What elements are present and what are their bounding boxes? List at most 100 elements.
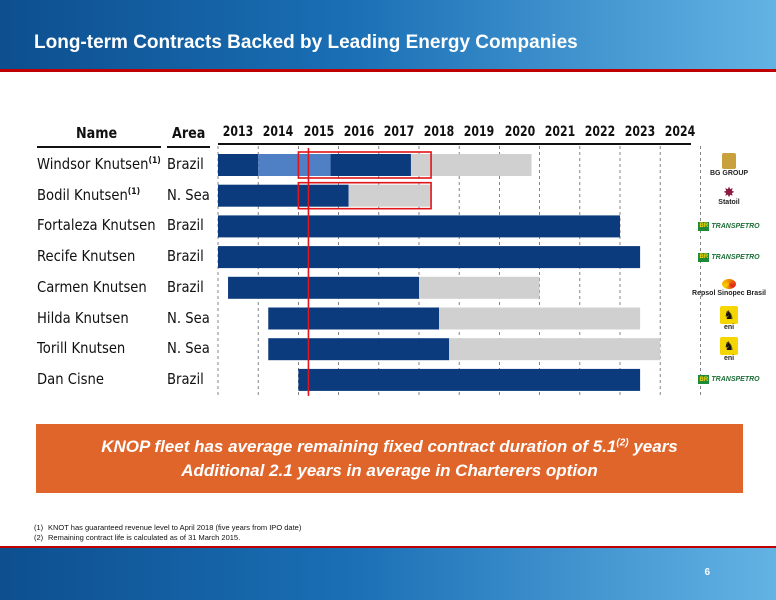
fixed-contract-bar [218,215,620,238]
vessel-area: N. Sea [167,308,210,327]
name-column-header: Name [76,124,118,142]
fixed-contract-bar [228,276,419,299]
charterer-name: TRANSPETRO [711,253,760,261]
eni-logo: ♞ eni [696,334,762,364]
bg-emblem-icon [722,153,736,169]
vessel-name: Carmen Knutsen [37,278,147,296]
fixed-contract-bar [298,368,641,391]
transpetro-logo: BR TRANSPETRO [696,365,762,395]
repsol-sinopec-logo: Repsol Sinopec Brasil [692,273,766,303]
callout-line-2: Additional 2.1 years in average in Chart… [181,460,598,480]
vessel-name-text: Windsor Knutsen [37,155,149,173]
vessel-name: Recife Knutsen [37,247,135,265]
option-period-bar [439,307,641,330]
year-label: 2024 [665,124,696,140]
vessel-name-text: Hilda Knutsen [37,308,129,327]
year-label: 2014 [263,124,294,140]
year-label: 2020 [504,124,535,140]
fixed-contract-bar [330,154,411,176]
page-title: Long-term Contracts Backed by Leading En… [34,32,578,53]
br-flag-icon: BR [698,252,710,262]
charterer-name: TRANSPETRO [711,376,760,384]
vessel-name-text: Recife Knutsen [37,247,136,266]
transpetro-mark: BR TRANSPETRO [698,252,760,262]
option-period-bar [410,154,532,176]
charterer-name: TRANSPETRO [711,222,760,230]
year-label: 2015 [303,124,334,140]
fixed-contract-bar [258,154,331,176]
br-flag-icon: BR [698,375,710,385]
year-label: 2022 [584,124,616,140]
footer-divider [0,546,776,548]
footnote-2: (2) Remaining contract life is calculated… [34,533,240,542]
eni-logo: ♞ eni [696,304,762,334]
repsol-flame-icon [722,278,736,289]
option-period-bar [449,338,661,361]
vessel-name-text: Bodil Knutsen [37,185,128,204]
transpetro-mark: BR TRANSPETRO [698,221,760,231]
name-header-rule [37,146,161,148]
header-banner: Long-term Contracts Backed by Leading En… [0,0,776,72]
year-label: 2018 [423,124,455,140]
area-column-header: Area [172,124,206,142]
br-flag-icon: BR [698,221,710,231]
vessel-area: Brazil [167,216,204,235]
vessel-name: Hilda Knutsen [37,309,129,327]
fixed-contract-bar [218,184,349,207]
revenue-guarantee-box [297,151,432,179]
callout-line-1-text: KNOP fleet has average remaining fixed c… [101,436,617,456]
option-period-bar [348,184,432,207]
year-label: 2016 [343,124,374,140]
charterer-name: Repsol Sinopec Brasil [692,289,766,297]
footer-banner [0,548,776,600]
fleet-summary-callout: KNOP fleet has average remaining fixed c… [36,424,743,493]
vessel-name: Windsor Knutsen(1) [37,155,161,173]
vessel-name-text: Torill Knutsen [37,339,126,358]
year-label: 2017 [383,124,415,140]
vessel-area: N. Sea [167,339,210,358]
area-header-rule [167,146,210,148]
callout-footnote-ref: (2) [616,436,629,448]
header-divider [0,69,776,72]
vessel-area: Brazil [167,369,204,388]
vessel-name: Bodil Knutsen(1) [37,186,140,204]
footnote-2-number: (2) [34,533,44,542]
vessel-name: Fortaleza Knutsen [37,216,156,234]
charterer-name: eni [723,354,735,362]
fixed-contract-bar [268,307,440,330]
charterer-name: eni [723,324,735,331]
transpetro-logo: BR TRANSPETRO [696,242,762,272]
option-period-bar [419,276,540,299]
callout-line-1-tail: years [628,436,678,456]
footnote-1: (1) KNOT has guaranteed revenue level to … [34,523,301,532]
footnote-2-text: Remaining contract life is calculated as… [48,533,241,542]
fixed-contract-bar [218,246,641,269]
revenue-guarantee-box [297,181,432,210]
transpetro-mark: BR TRANSPETRO [698,375,760,385]
vessel-area: N. Sea [167,185,210,204]
vessel-area: Brazil [167,247,204,266]
vessel-area: Brazil [167,277,204,296]
callout-line-1: KNOP fleet has average remaining fixed c… [36,437,743,457]
footnote-1-text: KNOT has guaranteed revenue level to Apr… [48,523,302,532]
page-number: 6 [704,567,710,578]
vessel-footnote-ref: (1) [148,155,161,166]
charterer-name: BG GROUP [709,170,749,177]
statoil-logo: ✸ Statoil [696,181,762,211]
year-label: 2023 [624,124,656,140]
vessel-name: Torill Knutsen [37,339,125,357]
charterer-name: Statoil [718,199,740,207]
vessel-name-text: Fortaleza Knutsen [37,216,156,235]
eni-dog-icon: ♞ [720,306,738,324]
fixed-contract-bar [218,154,259,176]
vessel-name: Dan Cisne [37,370,104,388]
year-label: 2019 [464,124,495,140]
vessel-footnote-ref: (1) [127,186,141,197]
fixed-contract-bar [268,338,450,361]
eni-dog-icon: ♞ [720,336,738,355]
year-axis-rule [218,143,691,145]
footnote-1-number: (1) [34,523,44,532]
vessel-name-text: Dan Cisne [37,369,104,388]
transpetro-logo: BR TRANSPETRO [696,211,762,241]
statoil-star-icon: ✸ [723,184,735,201]
